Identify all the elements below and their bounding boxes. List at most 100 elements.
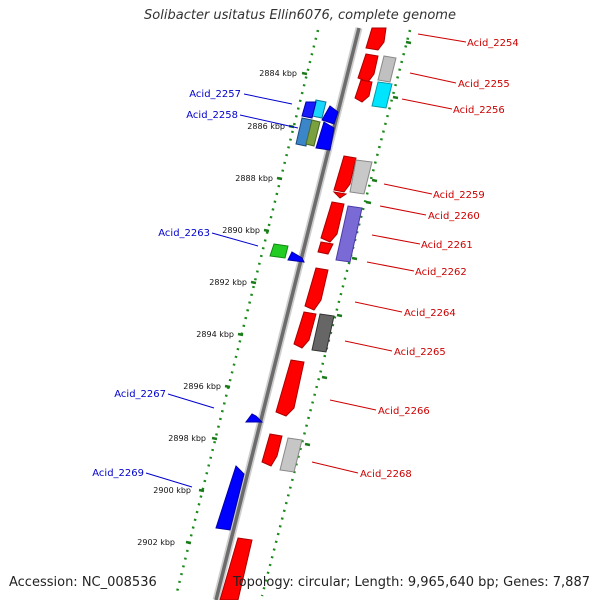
label-acid-2258: Acid_2258 — [186, 110, 238, 121]
gene-grey-2255 — [377, 55, 397, 83]
label-acid-2267: Acid_2267 — [114, 389, 166, 400]
leader-acid-2266 — [329, 399, 377, 411]
leader-acid-2259 — [383, 183, 433, 195]
gene-acid-2265-red — [293, 311, 317, 349]
tick-labels: 2884 kbp 2886 kbp 2888 kbp 2890 kbp 2892… — [137, 69, 297, 547]
tick-mark — [276, 176, 283, 181]
gene-acid-2254 — [365, 27, 387, 51]
tick-label-2888: 2888 kbp — [235, 174, 273, 183]
gene-acid-2263-green — [269, 243, 289, 259]
tick-label-2892: 2892 kbp — [209, 278, 247, 287]
tick-mark — [405, 40, 412, 45]
right-gene-labels: Acid_2254 Acid_2255 Acid_2256 Acid_2259 … — [360, 38, 519, 480]
map-title: Solibacter usitatus Ellin6076, complete … — [144, 8, 456, 23]
gene-acid-2258-blue — [315, 121, 335, 151]
tick-mark — [224, 384, 231, 389]
label-acid-2259: Acid_2259 — [433, 190, 485, 201]
tick-label-2900: 2900 kbp — [153, 486, 191, 495]
label-acid-2260: Acid_2260 — [428, 211, 480, 222]
leader-acid-2265 — [344, 340, 393, 352]
label-acid-2265: Acid_2265 — [394, 347, 446, 358]
label-acid-2264: Acid_2264 — [404, 308, 456, 319]
tick-mark — [304, 442, 311, 447]
tick-mark — [250, 280, 257, 285]
tick-mark — [371, 178, 378, 183]
leader-acid-2258 — [239, 114, 299, 129]
tick-mark — [237, 332, 244, 337]
label-acid-2268: Acid_2268 — [360, 469, 412, 480]
gene-acid-2257-blue — [301, 101, 317, 119]
gene-acid-2257-right — [321, 105, 339, 125]
left-gene-labels: Acid_2257 Acid_2258 Acid_2263 Acid_2267 … — [92, 89, 241, 479]
tick-label-2886: 2886 kbp — [247, 122, 285, 131]
tick-mark — [211, 436, 218, 441]
gene-acid-2266-red — [275, 359, 305, 417]
label-acid-2262: Acid_2262 — [415, 267, 467, 278]
leader-acid-2261 — [371, 234, 421, 245]
gene-acid-2267 — [245, 413, 264, 423]
label-acid-2266: Acid_2266 — [378, 406, 430, 417]
gene-cyan-2256 — [371, 81, 393, 109]
leader-lines — [145, 33, 467, 488]
tick-mark — [263, 228, 270, 233]
label-acid-2257: Acid_2257 — [189, 89, 241, 100]
leader-acid-2264 — [354, 301, 403, 313]
genome-backbone-core — [214, 27, 361, 600]
gene-acid-2258-teal — [295, 117, 313, 147]
topology-label: Topology: circular; Length: 9,965,640 bp… — [232, 575, 590, 590]
gene-acid-2255-red — [357, 53, 379, 83]
gene-purple-2261 — [335, 205, 363, 263]
leader-acid-2255 — [409, 72, 457, 84]
tick-label-2894: 2894 kbp — [196, 330, 234, 339]
gene-grey-2268 — [279, 437, 303, 473]
leader-acid-2267 — [167, 393, 215, 409]
tick-mark — [392, 95, 399, 100]
gene-acid-2261-red — [320, 201, 345, 243]
gene-acid-2264-red — [304, 267, 329, 311]
gene-acid-2260-red — [332, 191, 348, 199]
gene-acid-2258-olive — [305, 119, 321, 147]
tick-label-2896: 2896 kbp — [183, 382, 221, 391]
tick-label-2884: 2884 kbp — [259, 69, 297, 78]
tick-mark — [198, 488, 205, 493]
tick-mark — [321, 375, 328, 380]
tick-label-2890: 2890 kbp — [222, 226, 260, 235]
gene-acid-2259-red — [333, 155, 357, 193]
label-acid-2255: Acid_2255 — [458, 79, 510, 90]
gene-acid-2268-red — [261, 433, 283, 467]
leader-acid-2256 — [401, 98, 453, 110]
gene-acid-2263-blue — [287, 251, 305, 263]
tick-label-2898: 2898 kbp — [168, 434, 206, 443]
label-acid-2263: Acid_2263 — [158, 228, 210, 239]
gene-acid-2256-red — [354, 79, 373, 103]
accession-label: Accession: NC_008536 — [9, 575, 157, 590]
tick-marks — [185, 40, 412, 545]
gene-forward-bottom — [219, 537, 253, 600]
leader-acid-2269 — [145, 472, 193, 488]
tick-mark — [185, 540, 192, 545]
tick-mark — [301, 71, 308, 76]
tick-mark — [336, 313, 343, 318]
companion-genes — [279, 55, 397, 473]
gene-acid-2261b-red — [317, 241, 334, 255]
leader-acid-2260 — [379, 205, 427, 216]
forward-strand-genes — [219, 27, 387, 600]
leader-acid-2262 — [366, 261, 415, 272]
outer-right-dotted-track — [260, 29, 412, 597]
tick-mark — [365, 200, 372, 205]
gene-grey-2259 — [349, 159, 373, 195]
tick-label-2902: 2902 kbp — [137, 538, 175, 547]
label-acid-2256: Acid_2256 — [453, 105, 505, 116]
label-acid-2261: Acid_2261 — [421, 240, 473, 251]
gene-acid-2269 — [215, 465, 245, 531]
leader-acid-2254 — [417, 33, 467, 43]
outer-left-dotted-track — [174, 29, 320, 597]
gene-dark-grey-2265 — [311, 313, 335, 353]
label-acid-2269: Acid_2269 — [92, 468, 144, 479]
label-acid-2254: Acid_2254 — [467, 38, 519, 49]
reverse-strand-genes — [215, 99, 339, 531]
leader-acid-2268 — [311, 461, 359, 474]
leader-acid-2257 — [243, 93, 293, 105]
leader-acid-2263 — [211, 232, 259, 247]
